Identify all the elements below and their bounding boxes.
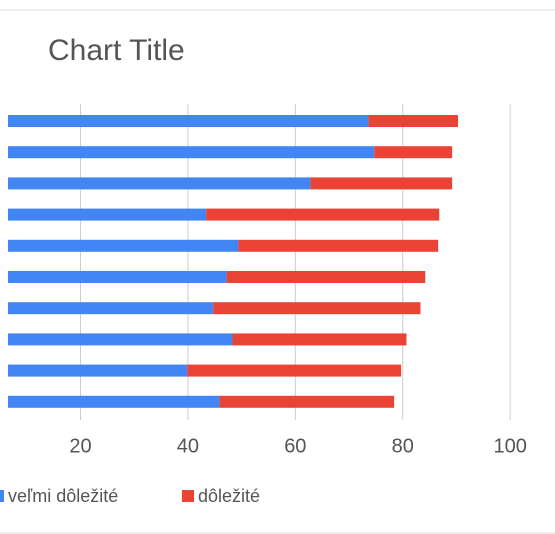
legend-swatch (0, 490, 4, 502)
legend-label: dôležité (198, 486, 260, 506)
bar-segment (232, 333, 407, 346)
bar-segment (8, 333, 233, 346)
bar-segment (8, 395, 220, 408)
bar-segment (8, 115, 369, 127)
bar-segment (8, 239, 239, 252)
x-tick-label: 60 (284, 435, 306, 457)
bar-segment (219, 395, 395, 408)
legend-swatch (182, 490, 194, 502)
bar-segment (206, 208, 440, 221)
bar-segment (368, 115, 459, 127)
bar-segment (8, 146, 375, 159)
bar-segment (310, 177, 453, 190)
bar-segment (187, 364, 402, 377)
x-tick-label: 40 (177, 435, 199, 457)
bar-segment (8, 302, 214, 315)
chart-title: Chart Title (48, 34, 185, 67)
bar-segment (8, 208, 207, 221)
bar-segment (213, 302, 421, 315)
x-tick-label: 80 (392, 435, 414, 457)
bar-segment (8, 177, 311, 190)
bar-segment (8, 271, 227, 283)
bar-segment (226, 271, 426, 283)
legend-label: veľmi dôležité (8, 486, 118, 506)
x-tick-label: 100 (493, 435, 526, 457)
bar-segment (8, 364, 188, 377)
bar-segment (374, 146, 453, 159)
bar-segment (238, 239, 439, 252)
x-tick-label: 20 (69, 435, 91, 457)
